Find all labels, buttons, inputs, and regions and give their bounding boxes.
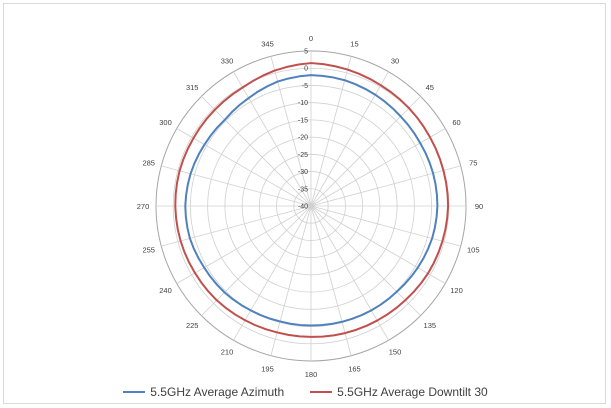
angle-label: 150 xyxy=(389,347,402,356)
legend-swatch-downtilt xyxy=(310,391,333,393)
radial-tick-label: -40 xyxy=(298,204,308,211)
radial-tick-label: -10 xyxy=(298,100,308,107)
legend-item-azimuth: 5.5GHz Average Azimuth xyxy=(123,385,284,399)
grid-spoke xyxy=(310,205,421,316)
radial-tick-label: 0 xyxy=(304,66,308,73)
grid-spoke xyxy=(233,205,312,341)
angle-label: 15 xyxy=(350,40,358,49)
grid-spoke xyxy=(161,205,312,247)
grid-spoke xyxy=(201,96,312,207)
radial-tick-label: -20 xyxy=(298,135,308,142)
legend-swatch-azimuth xyxy=(123,391,146,393)
grid-spoke xyxy=(233,71,312,207)
angle-label: 105 xyxy=(467,245,480,254)
grid-spoke xyxy=(310,205,461,247)
angle-label: 330 xyxy=(221,57,234,66)
grid-spoke xyxy=(310,96,421,207)
angle-label: 270 xyxy=(137,202,150,211)
angle-label: 30 xyxy=(391,57,399,66)
angle-label: 0 xyxy=(309,34,313,43)
data-series xyxy=(174,62,450,338)
grid-spoke xyxy=(310,205,352,356)
angle-label: 60 xyxy=(452,118,460,127)
radial-tick-label: 5 xyxy=(304,49,308,56)
angle-label: 195 xyxy=(261,364,274,373)
angle-label: 90 xyxy=(475,202,483,211)
radial-tick-label: -15 xyxy=(298,117,308,124)
radial-tick-label: -5 xyxy=(302,83,308,90)
grid-spoke xyxy=(270,205,312,356)
angle-label: 165 xyxy=(348,364,361,373)
angle-label: 315 xyxy=(186,83,199,92)
angle-label: 240 xyxy=(159,286,172,295)
angle-label: 300 xyxy=(159,118,172,127)
angle-label: 75 xyxy=(469,159,477,168)
grid-spoke xyxy=(176,128,312,207)
grid-spoke xyxy=(310,205,389,341)
angle-labels: 0 15 30 45 60 75 90 105 120 135 150 165 180 195 210 225… xyxy=(137,34,483,379)
grid-spoke xyxy=(176,205,312,284)
series-line-1 xyxy=(174,62,450,338)
radial-tick-label: -25 xyxy=(298,152,308,159)
angle-label: 180 xyxy=(305,370,318,379)
grid-spoke xyxy=(310,128,446,207)
grid-spoke xyxy=(310,205,446,284)
grid-spoke xyxy=(310,56,352,207)
angle-label: 255 xyxy=(142,245,155,254)
grid-spoke xyxy=(310,165,461,207)
legend-label-azimuth: 5.5GHz Average Azimuth xyxy=(150,385,285,399)
radial-tick-label: -35 xyxy=(298,186,308,193)
angle-label: 345 xyxy=(261,40,274,49)
legend-label-downtilt: 5.5GHz Average Downtilt 30 xyxy=(337,385,488,399)
angle-label: 225 xyxy=(186,321,199,330)
legend: 5.5GHz Average Azimuth 5.5GHz Average Do… xyxy=(0,382,611,402)
angle-label: 45 xyxy=(426,83,434,92)
polar-grid xyxy=(155,50,467,362)
angle-label: 210 xyxy=(221,347,234,356)
grid-spoke xyxy=(201,205,312,316)
radial-tick-label: -30 xyxy=(298,169,308,176)
angle-label: 135 xyxy=(424,321,437,330)
legend-item-downtilt: 5.5GHz Average Downtilt 30 xyxy=(310,385,488,399)
series-line-0 xyxy=(184,74,439,327)
radial-tick-labels: 5 0 -5 -10 -15 -20 -25 -30 -35 -40 xyxy=(298,49,308,211)
angle-label: 285 xyxy=(142,159,155,168)
grid-spoke xyxy=(161,165,312,207)
angle-label: 120 xyxy=(450,286,463,295)
